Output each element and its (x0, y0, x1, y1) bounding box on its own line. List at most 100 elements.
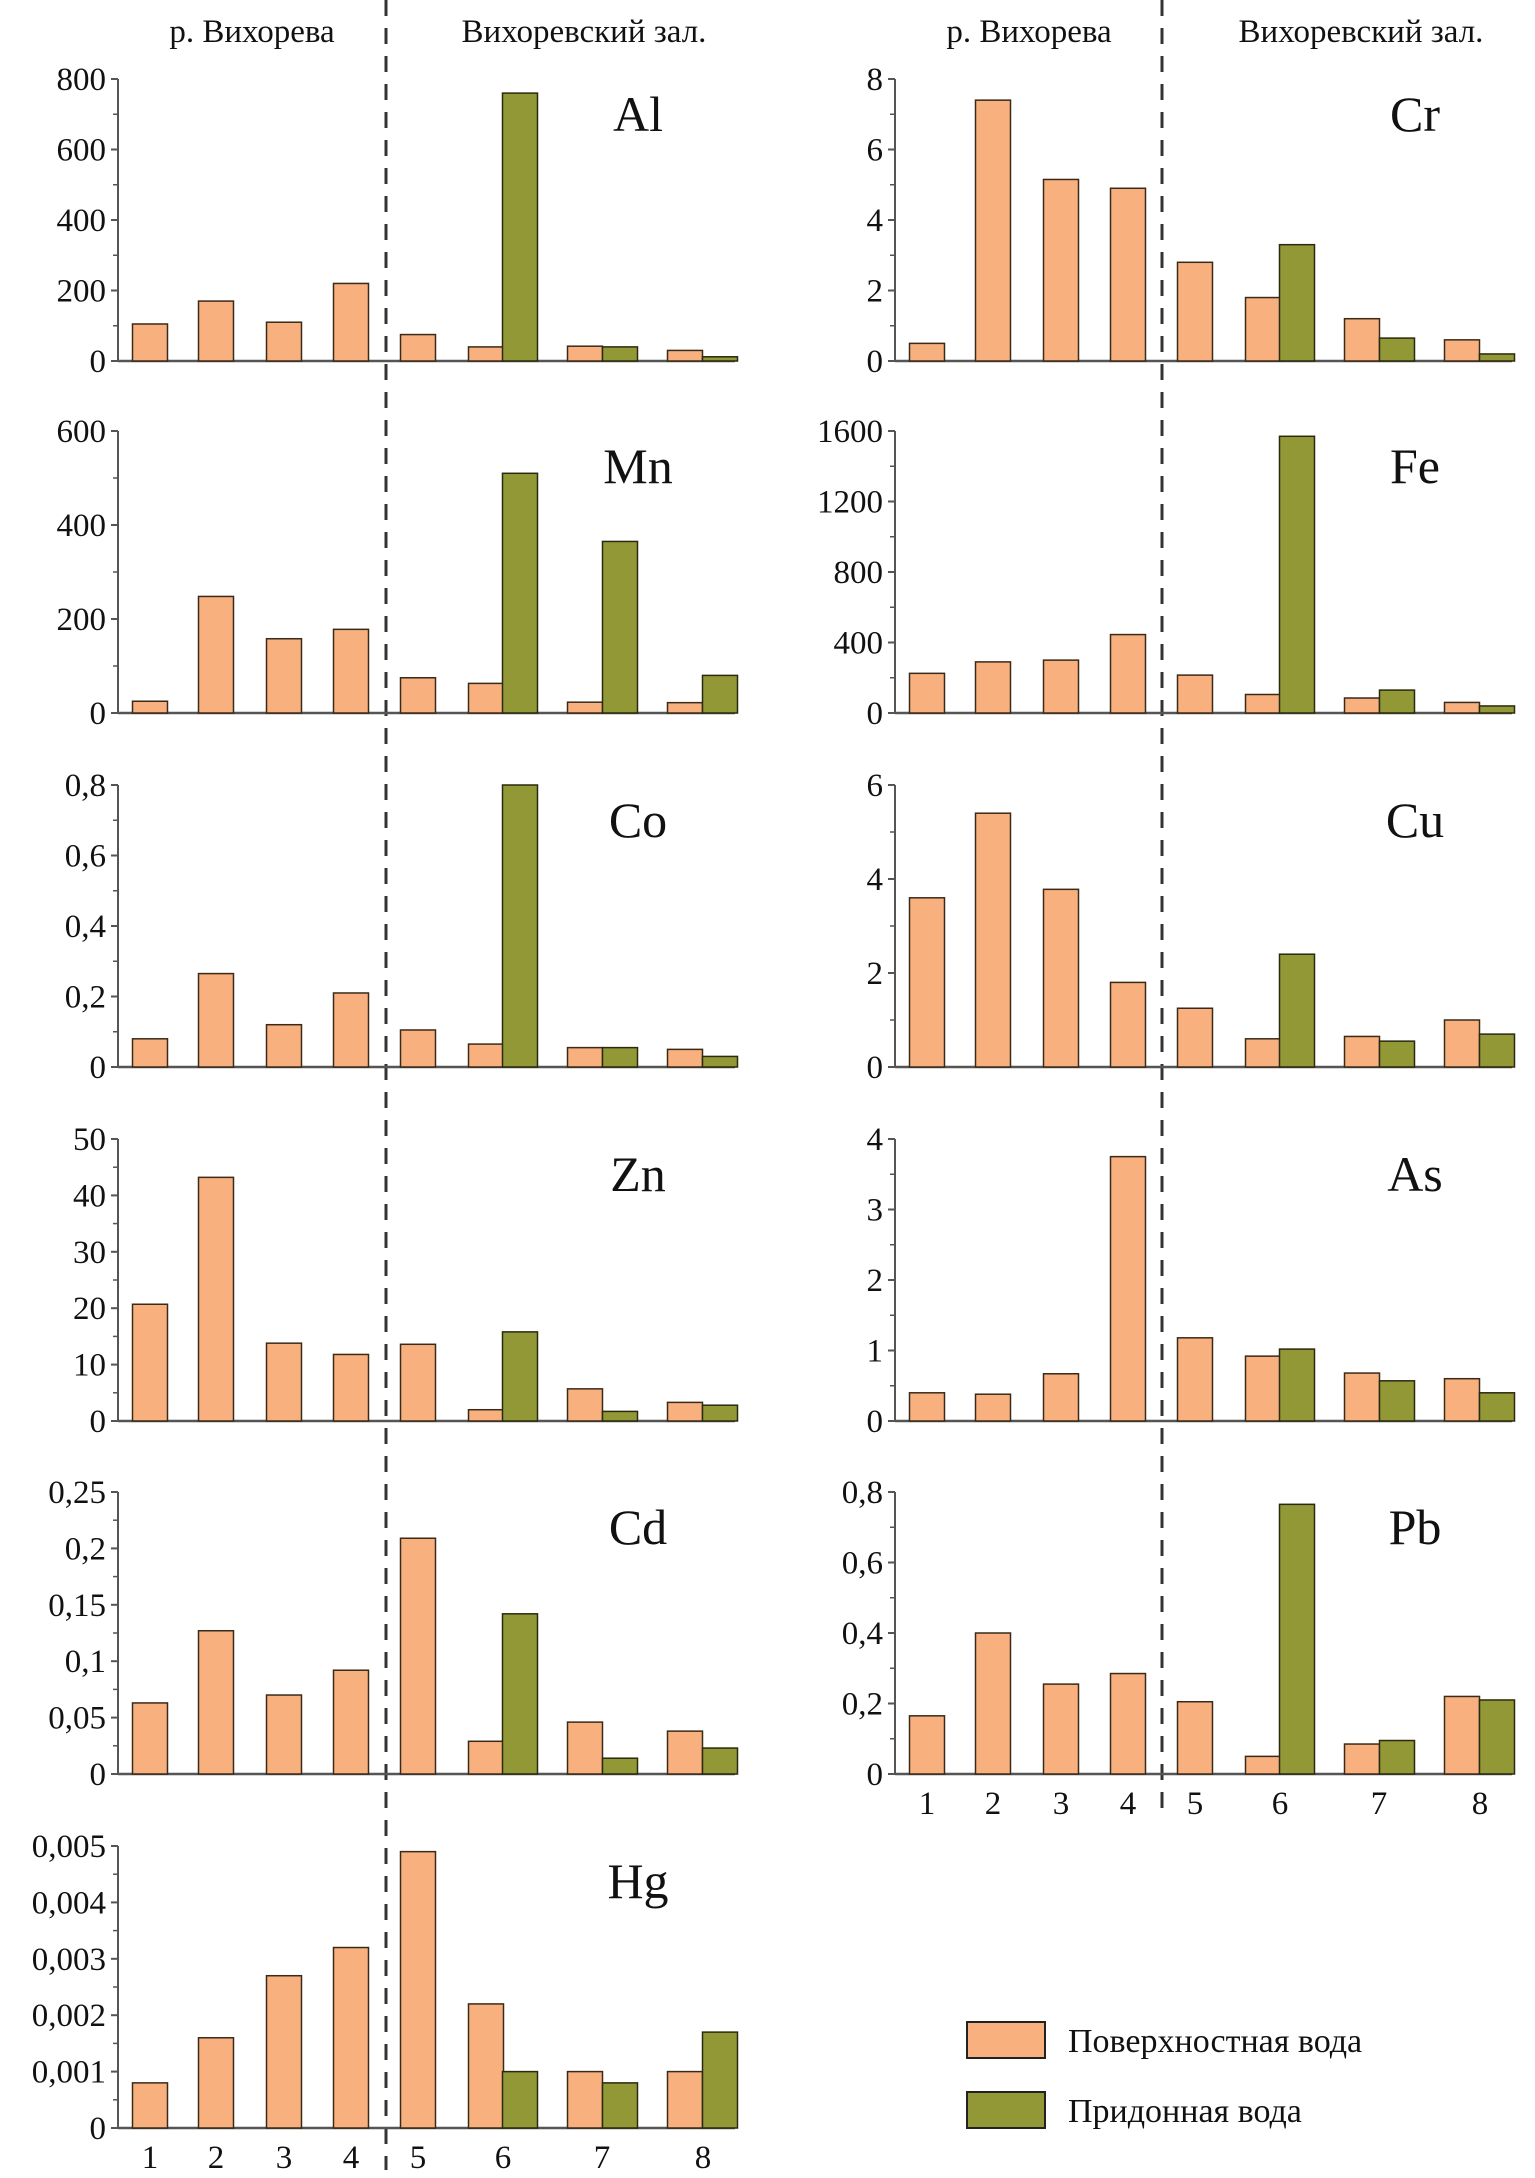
bar-surface-station-8 (666, 349, 704, 362)
bar-surface-station-8 (1443, 1377, 1481, 1422)
panel-co: 0 0,2 0,4 0,6 0,8 Co (65, 768, 739, 1086)
y-tick-label: 2 (867, 274, 884, 310)
bar-surface-station-1 (908, 1392, 946, 1422)
bar-surface-station-3 (265, 321, 303, 362)
y-tick-label: 200 (57, 274, 107, 310)
panels: 0200400600800Al0200400600Mn00,20,40,60,8… (32, 62, 1516, 2176)
bar-surface-station-1 (131, 1702, 169, 1775)
y-tick-label: 3 (867, 1193, 884, 1229)
bar-surface-station-1 (908, 672, 946, 714)
bar-surface-station-5 (1176, 1700, 1214, 1775)
bar-surface-station-7 (1343, 697, 1381, 714)
y-tick-label: 0 (867, 696, 884, 732)
bar-surface-station-4 (1109, 1672, 1147, 1775)
bar-bottom-station-8 (701, 1055, 739, 1068)
y-tick-label: 4 (867, 203, 884, 239)
x-tick-label: 6 (495, 2140, 512, 2176)
x-tick-label: 7 (1371, 1786, 1388, 1822)
bar-surface-station-7 (566, 1046, 604, 1068)
y-tick-label: 1600 (817, 414, 883, 450)
bar-surface-station-8 (1443, 1695, 1481, 1775)
legend-label-surface: Поверхностная вода (1068, 2023, 1362, 2060)
element-label: Co (609, 792, 667, 848)
bar-bottom-station-6 (1278, 1503, 1316, 1775)
bar-surface-station-5 (1176, 674, 1214, 714)
panel-pb: 0 0,2 0,4 0,6 0,8 Pb 1 2 3 4 5 6 7 8 (842, 1475, 1516, 1822)
bar-surface-station-1 (131, 323, 169, 362)
bar-surface-station-6 (1244, 1038, 1282, 1068)
group-headers: р. Вихорева Вихоревский зал. р. Вихорева… (169, 14, 1483, 50)
y-tick-label: 50 (73, 1122, 106, 1158)
bar-surface-station-4 (1109, 633, 1147, 714)
bar-surface-station-5 (1176, 1007, 1214, 1068)
bar-surface-station-4 (1109, 187, 1147, 362)
bar-surface-station-1 (131, 700, 169, 714)
bar-surface-station-3 (265, 1974, 303, 2129)
bar-bottom-station-7 (601, 1757, 639, 1775)
y-tick-label: 0 (867, 1757, 884, 1793)
bar-bottom-station-7 (1378, 1739, 1416, 1775)
y-tick-label: 0,004 (32, 1885, 106, 1921)
bar-surface-station-3 (1042, 888, 1080, 1068)
bar-surface-station-2 (974, 1393, 1012, 1422)
y-tick-label: 30 (73, 1235, 106, 1271)
bar-bottom-station-6 (1278, 243, 1316, 362)
bar-surface-station-2 (974, 99, 1012, 362)
bar-surface-station-3 (265, 1694, 303, 1775)
bar-surface-station-2 (197, 1629, 235, 1775)
y-tick-label: 400 (57, 508, 107, 544)
bar-surface-station-4 (1109, 1155, 1147, 1422)
y-tick-label: 0,4 (842, 1616, 883, 1652)
bar-surface-station-3 (265, 1342, 303, 1422)
panel-cu: 0 2 4 6 Cu (867, 768, 1516, 1086)
bar-bottom-station-6 (501, 92, 539, 362)
x-tick-label: 8 (1472, 1786, 1489, 1822)
legend-label-bottom: Придонная вода (1068, 2093, 1302, 2130)
element-label: Cu (1386, 792, 1444, 848)
bar-surface-station-7 (1343, 1743, 1381, 1775)
bar-surface-station-5 (399, 677, 437, 714)
element-label: Al (613, 86, 663, 142)
bar-surface-station-3 (1042, 178, 1080, 362)
x-tick-label: 1 (919, 1786, 936, 1822)
bar-bottom-station-8 (1478, 353, 1516, 362)
bar-surface-station-5 (399, 333, 437, 362)
y-tick-label: 0,003 (32, 1942, 106, 1978)
bar-surface-station-2 (974, 661, 1012, 714)
header-right-river: р. Вихорева (946, 14, 1112, 50)
y-tick-label: 6 (867, 133, 884, 169)
y-tick-label: 40 (73, 1178, 106, 1214)
y-tick-label: 0 (90, 696, 107, 732)
legend: Поверхностная вода Придонная вода (966, 2021, 1362, 2130)
panel-cr: 0 2 4 6 8 Cr (867, 62, 1516, 380)
bar-surface-station-2 (197, 972, 235, 1068)
bar-surface-station-6 (1244, 1755, 1282, 1775)
element-label: Cd (609, 1499, 667, 1555)
x-tick-label: 5 (1187, 1786, 1204, 1822)
bar-surface-station-2 (974, 1632, 1012, 1775)
y-tick-label: 8 (867, 62, 884, 98)
y-tick-label: 0,2 (842, 1687, 883, 1723)
bar-surface-station-4 (332, 282, 370, 362)
bar-bottom-station-6 (501, 472, 539, 714)
bar-bottom-station-7 (1378, 337, 1416, 362)
y-tick-label: 0,2 (65, 1531, 106, 1567)
bar-surface-station-4 (332, 1946, 370, 2129)
bar-surface-station-1 (131, 1038, 169, 1068)
y-tick-label: 0,6 (842, 1546, 883, 1582)
bar-surface-station-3 (1042, 1683, 1080, 1775)
bar-surface-station-5 (1176, 1337, 1214, 1422)
bar-surface-station-7 (566, 1721, 604, 1775)
y-tick-label: 0 (90, 1050, 107, 1086)
bar-bottom-station-6 (1278, 1348, 1316, 1422)
y-tick-label: 0 (90, 1404, 107, 1440)
bar-surface-station-3 (265, 637, 303, 714)
element-label: Cr (1390, 86, 1440, 142)
bar-bottom-station-7 (1378, 689, 1416, 714)
x-tick-label: 1 (142, 2140, 159, 2176)
element-label: Zn (610, 1146, 666, 1202)
bar-surface-station-2 (197, 595, 235, 714)
bar-surface-station-3 (1042, 1373, 1080, 1422)
bar-bottom-station-8 (1478, 1699, 1516, 1775)
